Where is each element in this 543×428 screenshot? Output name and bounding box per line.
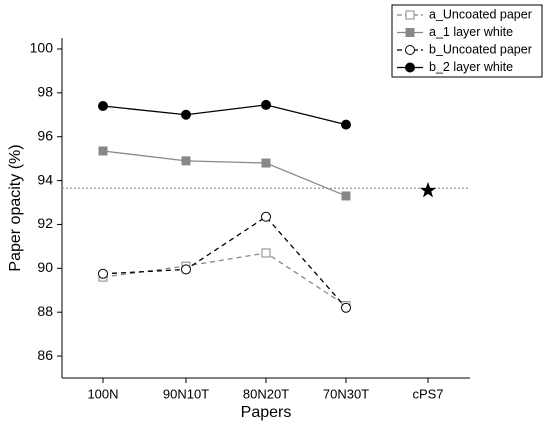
y-tick-label: 100 [30, 40, 54, 56]
data-point [98, 146, 108, 156]
data-point [261, 158, 271, 168]
y-tick-label: 88 [37, 303, 53, 319]
y-tick-label: 90 [37, 259, 53, 275]
series-line [102, 150, 347, 197]
x-tick-label: 80N20T [243, 386, 289, 401]
data-point [261, 248, 271, 258]
y-tick-label: 94 [37, 171, 53, 187]
data-point [261, 211, 271, 222]
x-tick-label: 100N [87, 386, 118, 401]
legend-marker [405, 45, 415, 55]
y-tick-label: 92 [37, 215, 53, 231]
legend-marker [405, 28, 415, 37]
data-point [98, 268, 108, 279]
data-point [181, 109, 191, 120]
data-point [181, 264, 191, 275]
data-point [341, 302, 351, 313]
legend-marker [405, 10, 415, 20]
data-point [341, 191, 351, 201]
legend-label: b_2 layer white [429, 60, 513, 74]
y-tick-label: 96 [37, 127, 53, 143]
x-axis-label: Papers [241, 404, 292, 421]
data-point [419, 181, 437, 198]
legend-label: a_Uncoated paper [429, 7, 532, 21]
series-line [102, 104, 347, 126]
series-line [102, 252, 347, 307]
data-point [261, 99, 271, 110]
series-line [102, 215, 347, 309]
x-tick-label: 90N10T [163, 386, 209, 401]
data-point [181, 156, 191, 166]
y-axis-label: Paper opacity (%) [7, 144, 24, 271]
x-tick-label: 70N30T [323, 386, 369, 401]
y-tick-label: 98 [37, 84, 53, 100]
legend-box [391, 4, 543, 78]
legend-marker [405, 62, 415, 73]
data-point [341, 119, 351, 130]
data-point [98, 101, 108, 111]
y-tick-label: 86 [37, 347, 53, 363]
legend-label: a_1 layer white [429, 25, 513, 39]
legend-label: b_Uncoated paper [429, 42, 532, 56]
x-tick-label: cPS7 [412, 386, 443, 401]
